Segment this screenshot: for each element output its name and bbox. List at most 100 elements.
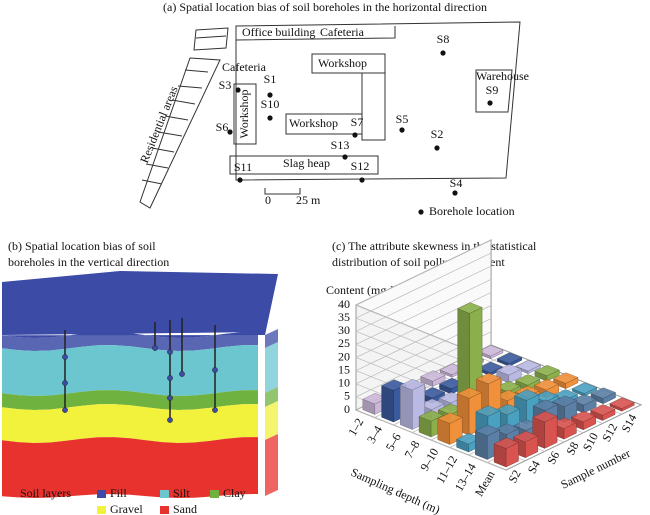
scale-label: 25 m [296,193,321,207]
legend-swatch [97,506,106,514]
grid-line [355,239,507,366]
soil-layer [2,345,258,396]
borehole-label: S5 [396,112,409,126]
grid-line [355,344,507,471]
legend-swatch [160,506,169,514]
scale-label: 0 [265,193,271,207]
bar-top [495,380,522,393]
bar-top [478,345,504,357]
borehole-sample [62,380,68,386]
legend-label: Clay [223,486,246,500]
borehole-label: S8 [437,32,450,46]
area-label: Residential areas [137,84,181,165]
y-tick-label: 0 [344,402,350,416]
bar-top [515,360,541,372]
bar [437,412,463,445]
soil-layer-side [265,434,278,496]
sample-tick-label: S12 [599,421,620,444]
borehole [267,92,273,98]
borehole-sample [179,371,185,377]
borehole [235,87,241,93]
building-label: Slag heap [283,156,330,170]
site-boundary [235,21,521,181]
bar-top [512,430,539,443]
legend-title: Soil layers [20,486,71,500]
borehole-label: S12 [351,159,370,173]
bar-top [420,370,446,382]
soil-layer [2,437,258,498]
bar-top [532,399,559,411]
bar [590,387,616,405]
borehole [399,127,405,133]
bar-top [532,411,558,423]
soil-layer [2,404,258,443]
legend-swatch [97,490,106,498]
borehole-label: S11 [234,160,252,174]
borehole-label: S6 [216,120,229,134]
borehole [237,177,243,183]
soil-layer [2,332,258,351]
sample-tick-label: S2 [505,467,523,485]
borehole-label: S10 [261,97,280,111]
bar-top [494,403,521,416]
sample-tick-label: S4 [525,458,543,476]
legend-label: Sand [173,502,197,515]
bar-top [496,364,522,376]
bar [570,410,597,431]
bar [534,364,560,382]
borehole-label: S3 [219,78,232,92]
workshop [361,72,386,141]
top-surface [2,271,278,338]
borehole [452,190,458,196]
y-tick-label: 20 [338,349,350,363]
y-tick-label: 25 [338,336,350,350]
borehole-label: S13 [331,138,350,152]
depth-tick-label: 3–4 [364,423,385,446]
bar-top [493,437,519,449]
panel-b-title: boreholes in the vertical direction [8,255,169,269]
soil-block [2,271,278,498]
bar-top [590,387,616,399]
bar [571,382,598,397]
borehole [227,129,233,135]
y-tick-label: 30 [338,323,350,337]
bar [474,424,501,460]
borehole-label: S7 [351,115,364,129]
borehole-label: S1 [264,72,277,86]
bar [609,397,635,412]
bar-top [553,372,579,384]
sample-tick-label: S10 [580,430,601,453]
building-label: Cafeteria [320,25,365,39]
panel-c-title: (c) The attribute skewness in the statis… [332,239,537,253]
borehole-sample [152,345,158,351]
panel-a-title: (a) Spatial location bias of soil boreho… [163,0,487,14]
building-label: Office building [242,25,315,39]
y-tick-label: 5 [344,389,350,403]
sample-tick-label: S8 [563,440,581,458]
borehole-label: S9 [486,83,499,97]
bar [533,379,560,399]
warehouse [475,69,513,113]
bar-top [457,302,483,314]
bar-top [419,398,445,410]
y-tick-label: 15 [338,362,350,376]
bar-top [534,364,560,377]
bar-top [515,374,541,386]
legend-swatch [160,490,169,498]
borehole [352,132,358,138]
legend-label: Gravel [110,502,143,515]
soil-layer-side [265,387,278,407]
bar-top [571,382,598,394]
site-map [139,21,521,209]
soil-layer-side [265,342,278,393]
bar-top [590,404,616,416]
borehole-sample [62,354,68,360]
borehole-label: S4 [450,176,463,190]
bar-top [514,389,540,401]
borehole-sample [212,407,218,413]
bar-top [551,417,577,429]
slag-heap [229,155,379,175]
depth-tick-label: 5–6 [383,431,404,454]
bar-top [399,379,426,391]
bar-top [419,387,446,399]
